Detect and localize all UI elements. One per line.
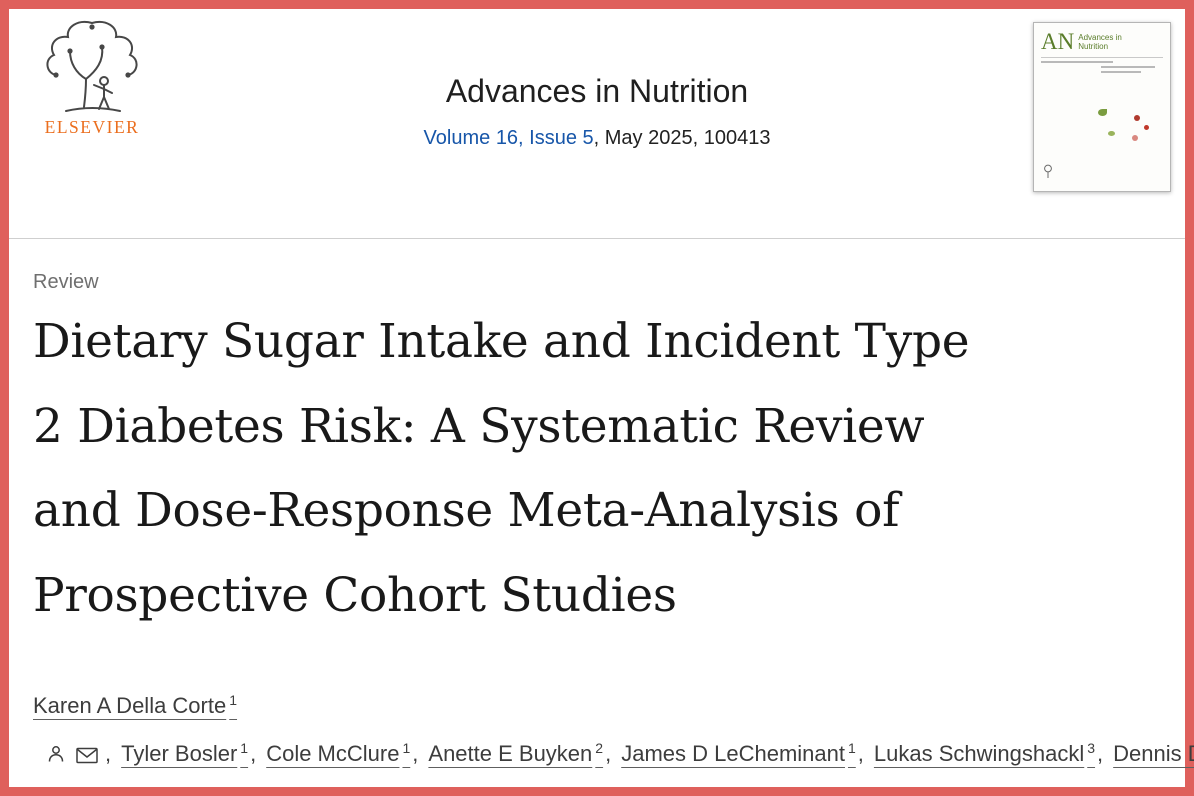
article-title: Dietary Sugar Intake and Incident Type 2… <box>33 300 1161 638</box>
author-name: Tyler Bosler <box>121 741 238 767</box>
author-link[interactable]: Tyler Bosler 1 <box>121 740 249 767</box>
author-link[interactable]: Dennis Della Corte4 <box>1113 741 1194 766</box>
author-separator: , <box>105 741 112 767</box>
author-affiliation-sup: 2 <box>595 740 604 756</box>
cover-art-berry <box>1144 125 1149 130</box>
author-link[interactable]: Anette E Buyken 2 <box>428 740 604 767</box>
author-name: James D LeCheminant <box>621 741 845 767</box>
author-name: Dennis Della Corte <box>1113 741 1194 767</box>
author-action-icons <box>41 741 103 766</box>
cover-text-bar <box>1041 61 1113 63</box>
journal-head-block: Advances in Nutrition Volume 16, Issue 5… <box>9 73 1185 150</box>
author-affiliation-sup: 1 <box>847 740 856 756</box>
author-affiliation-sup: 3 <box>1087 740 1096 756</box>
cover-art-berry <box>1132 135 1138 141</box>
cover-elsevier-mini-tree-icon <box>1042 164 1054 184</box>
author-separator: , <box>1097 741 1104 767</box>
citation-line: Volume 16, Issue 5, May 2025, 100413 <box>9 127 1185 150</box>
cover-artwork <box>1034 23 1170 191</box>
cover-abbrev: AN <box>1041 29 1075 54</box>
article-title-line: 2 Diabetes Risk: A Systematic Review <box>33 398 925 454</box>
author-link[interactable]: Cole McClure 1 <box>266 740 411 767</box>
author-affiliation-sup: 1 <box>402 740 411 756</box>
cover-divider <box>1041 57 1163 58</box>
elsevier-wordmark: ELSEVIER <box>44 117 140 137</box>
author-affiliation-sup: 1 <box>229 692 238 709</box>
author-separator: , <box>605 741 612 767</box>
cover-art-leaf <box>1108 131 1115 136</box>
citation-rest: , May 2025, 100413 <box>593 127 771 149</box>
author-name: Lukas Schwingshackl <box>873 741 1085 767</box>
cover-text-bar <box>1101 66 1155 68</box>
article-title-line: Prospective Cohort Studies <box>33 567 677 623</box>
elsevier-logo[interactable]: ELSEVIER <box>27 17 157 138</box>
author-link[interactable]: Lukas Schwingshackl 3 <box>873 740 1096 767</box>
journal-title-link[interactable]: Advances in Nutrition <box>445 73 749 109</box>
cover-text-bar <box>1101 71 1141 73</box>
journal-cover-thumbnail[interactable]: AN Advances in Nutrition <box>1033 22 1171 192</box>
author-list: Karen A Della Corte 1, Tyler Bosler 1, Cole … <box>33 682 1194 778</box>
article-title-line: Dietary Sugar Intake and Incident Type <box>33 314 970 369</box>
author-separator: , <box>857 741 864 767</box>
author-name: Anette E Buyken <box>428 741 593 767</box>
author-link[interactable]: James D LeCheminant 1 <box>621 740 856 767</box>
cover-journal-title: Advances in Nutrition <box>1078 33 1122 52</box>
author-profile-icon[interactable] <box>46 744 66 764</box>
cover-art-leaf <box>1098 109 1107 116</box>
author-separator: , <box>250 741 257 767</box>
article-type-label: Review <box>33 271 99 293</box>
elsevier-tree-icon <box>27 17 157 115</box>
author-name: Karen A Della Corte <box>33 693 227 719</box>
article-title-line: and Dose-Response Meta-Analysis of <box>33 483 900 539</box>
author-name: Cole McClure <box>266 741 400 767</box>
corresponding-author-email-icon[interactable] <box>76 747 98 764</box>
volume-issue-link[interactable]: Volume 16, Issue 5 <box>423 127 594 149</box>
journal-header: ELSEVIER Advances in Nutrition Volume 16… <box>9 9 1185 239</box>
author-separator: , <box>412 741 419 767</box>
cover-art-berry <box>1134 115 1140 121</box>
cover-masthead: AN Advances in Nutrition <box>1041 30 1163 53</box>
article-main: Review Dietary Sugar Intake and Incident… <box>9 271 1194 778</box>
author-link[interactable]: Karen A Della Corte 1 <box>33 692 238 719</box>
author-affiliation-sup: 1 <box>240 740 249 756</box>
